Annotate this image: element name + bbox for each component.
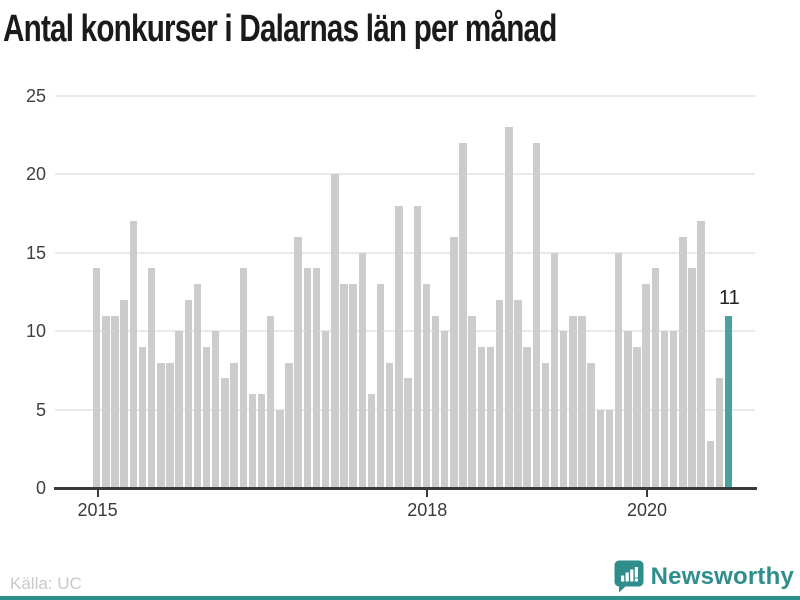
bar-2018-02 [431, 315, 440, 488]
bar-2020-07 [697, 221, 705, 488]
chart-title: Antal konkurser i Dalarnas län per månad [3, 8, 557, 50]
brand-bottom-border [0, 596, 800, 600]
bar-2015-01 [93, 268, 101, 488]
bar-2019-06 [578, 315, 586, 488]
bar-2018-10 [505, 127, 513, 488]
bar-2018-11 [514, 299, 522, 488]
bar-2015-09 [166, 362, 174, 488]
bar-2020-03 [660, 331, 669, 488]
bar-2020-08 [706, 440, 714, 488]
bar-2020-04 [669, 331, 678, 488]
bar-2016-09 [276, 409, 284, 488]
bar-2017-04 [340, 284, 348, 488]
bar-2017-08 [376, 284, 385, 488]
bar-2017-05 [349, 284, 357, 488]
bar-2019-02 [541, 362, 550, 488]
y-axis-tick-label: 5 [35, 399, 46, 420]
bar-2016-03 [221, 378, 229, 488]
bar-2019-08 [596, 409, 605, 488]
highlight-value-label: 11 [719, 286, 740, 309]
bar-2018-06 [468, 315, 476, 488]
bar-2016-01 [202, 346, 211, 488]
bar-2015-04 [120, 299, 128, 488]
bar-2020-06 [688, 268, 696, 488]
bar-2018-07 [477, 346, 486, 488]
bar-chart-plot: 0 5 10 15 20 25 2015 2018 2020 11 [26, 86, 757, 520]
bar-2015-12 [193, 284, 202, 488]
bar-2019-01 [532, 143, 540, 488]
bar-2018-01 [422, 284, 431, 488]
bar-2017-02 [321, 331, 330, 488]
x-axis-tick-2015 [96, 490, 99, 497]
bar-2015-11 [184, 299, 193, 488]
bar-2019-03 [550, 252, 559, 488]
bar-2020-02 [651, 268, 660, 488]
bar-2016-11 [294, 237, 302, 488]
bar-2018-04 [450, 237, 458, 488]
gridline-y-20 [55, 173, 755, 176]
bar-2016-05 [239, 268, 247, 488]
bar-2015-10 [175, 331, 183, 488]
bar-2017-06 [358, 252, 366, 488]
bar-2020-09 [715, 378, 724, 488]
bar-2019-11 [624, 331, 632, 488]
bar-2019-07 [587, 362, 595, 488]
bar-2016-06 [248, 393, 257, 488]
bar-2018-05 [459, 143, 467, 488]
bar-2018-09 [495, 299, 504, 488]
bar-2017-10 [395, 205, 403, 488]
bar-2015-03 [111, 315, 119, 488]
bar-2017-11 [404, 378, 412, 488]
bar-2015-02 [102, 315, 110, 488]
bar-2018-03 [440, 331, 449, 488]
gridline-y-25 [55, 95, 755, 97]
x-axis-tick-label-2015: 2015 [77, 500, 118, 520]
bar-2018-08 [486, 346, 495, 488]
bar-2016-12 [303, 268, 312, 488]
bar-2019-04 [560, 331, 568, 488]
newsworthy-icon [614, 560, 644, 593]
bar-2017-09 [386, 362, 394, 488]
bar-2015-06 [138, 346, 147, 488]
bar-2019-10 [614, 252, 623, 488]
bar-2020-01 [642, 284, 650, 488]
gridline-y-10 [55, 330, 755, 333]
bar-2019-05 [569, 315, 577, 488]
bar-2015-07 [147, 268, 156, 488]
y-axis-tick-label: 0 [35, 478, 46, 498]
newsworthy-logo: Newsworthy [614, 560, 794, 593]
x-axis-tick-label-2018: 2018 [407, 500, 448, 520]
bar-2017-03 [331, 174, 339, 488]
highlighted-bar-2020-10 [724, 315, 733, 488]
bar-2016-07 [257, 393, 266, 488]
bar-2016-10 [285, 362, 293, 488]
y-axis-tick-label: 25 [25, 86, 46, 106]
bar-2018-12 [523, 346, 531, 488]
x-axis-baseline [54, 486, 757, 490]
x-axis-tick-2018 [426, 490, 429, 497]
bar-2017-07 [367, 393, 376, 488]
bar-2019-09 [605, 409, 614, 488]
y-axis-tick-label: 20 [25, 164, 46, 185]
bar-2017-01 [312, 268, 321, 488]
source-label: Källa: UC [10, 574, 82, 593]
bar-2016-02 [212, 331, 220, 488]
bar-2015-08 [157, 362, 165, 488]
bar-2020-05 [679, 237, 687, 488]
y-axis-tick-label: 15 [25, 242, 46, 263]
bar-2016-04 [230, 362, 238, 488]
y-axis-tick-label: 10 [25, 321, 46, 342]
x-axis-tick-label-2020: 2020 [626, 500, 668, 520]
bar-2016-08 [266, 315, 275, 488]
brand-name: Newsworthy [650, 562, 794, 590]
bar-2015-05 [129, 221, 138, 488]
gridline-y-15 [55, 251, 755, 254]
bar-2017-12 [413, 205, 421, 488]
bar-2019-12 [633, 346, 641, 488]
x-axis-tick-2020 [646, 490, 648, 497]
